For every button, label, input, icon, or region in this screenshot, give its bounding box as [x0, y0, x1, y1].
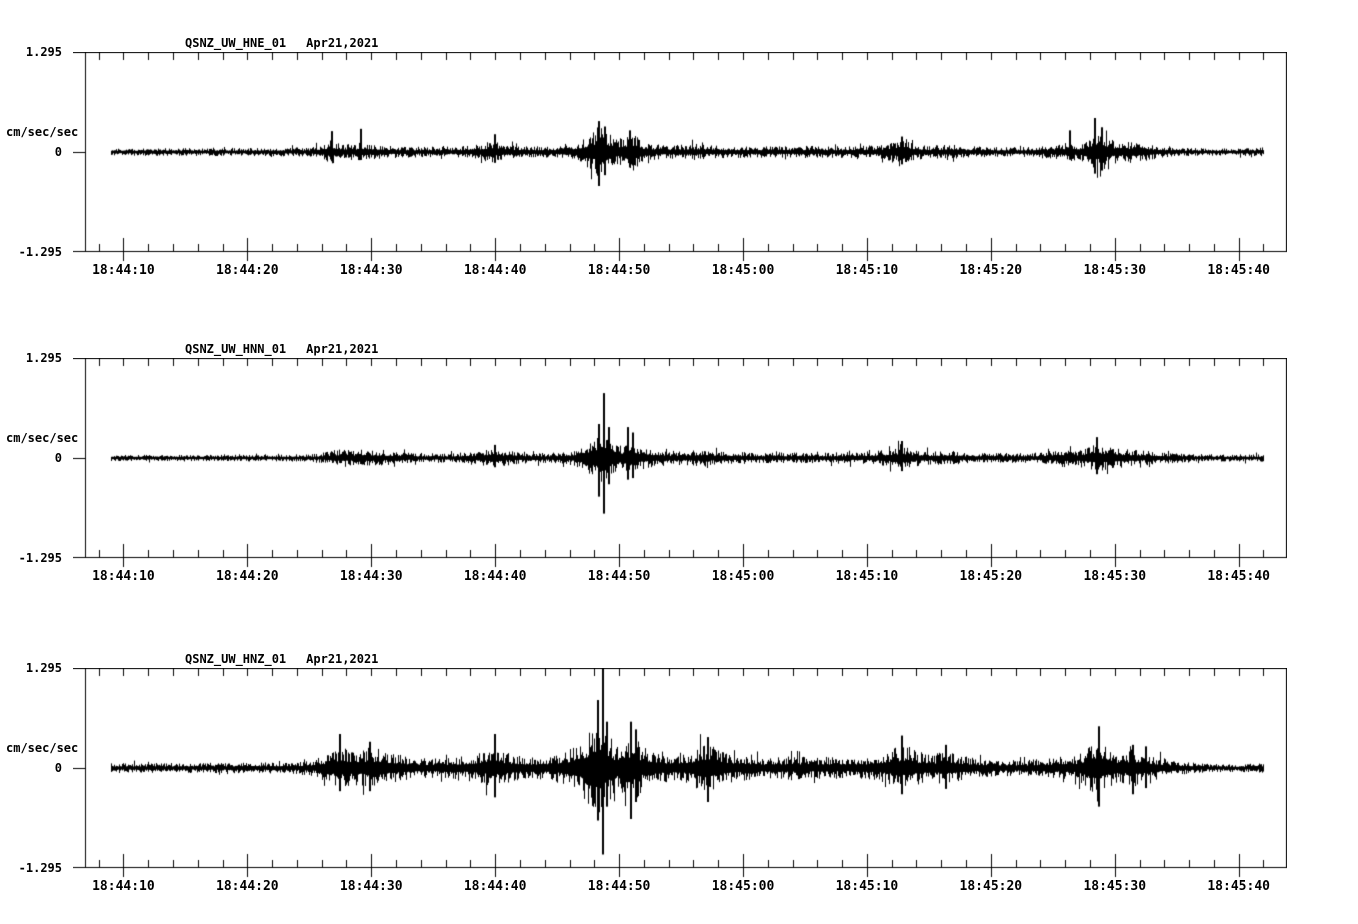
x-axis-labels: 18:44:10 18:44:20 18:44:30 18:44:40 18:44:50…	[0, 879, 1358, 897]
y-tick-label-zero: 0	[54, 145, 62, 159]
waveform-plot-hne	[73, 52, 1287, 264]
x-tick-label: 18:45:10	[835, 879, 899, 894]
x-axis-labels: 18:44:10 18:44:20 18:44:30 18:44:40 18:44:50…	[0, 263, 1358, 281]
x-tick-label: 18:45:40	[1207, 263, 1270, 278]
y-tick-label-max: 1.295	[25, 45, 62, 59]
x-tick-label: 18:45:20	[959, 879, 1023, 894]
y-axis-units-label: cm/sec/sec	[6, 125, 79, 139]
y-axis-units-label: cm/sec/sec	[6, 431, 79, 445]
x-tick-label: 18:45:10	[835, 569, 899, 584]
station-channel-label: QSNZ_UW_HNN_01	[185, 342, 287, 356]
x-tick-label: 18:44:50	[587, 879, 651, 894]
x-tick-label: 18:45:20	[959, 569, 1023, 584]
seismogram-panel-hnn: QSNZ_UW_HNN_01 Apr21,2021 1.295 cm/sec/se…	[0, 334, 1358, 584]
x-tick-label: 18:45:00	[711, 263, 775, 278]
x-tick-label: 18:45:00	[711, 569, 775, 584]
x-tick-label: 18:44:10	[92, 879, 155, 894]
waveform-plot-hnz	[73, 668, 1287, 880]
waveform-plot-hnn	[73, 358, 1287, 570]
x-tick-label: 18:44:30	[339, 879, 403, 894]
y-axis-units-label: cm/sec/sec	[6, 741, 79, 755]
x-tick-label: 18:44:30	[339, 263, 403, 278]
x-tick-label: 18:44:40	[463, 569, 527, 584]
station-channel-label: QSNZ_UW_HNE_01	[185, 36, 287, 50]
x-tick-label: 18:44:40	[463, 879, 527, 894]
x-tick-label: 18:45:00	[711, 879, 775, 894]
x-tick-label: 18:44:50	[587, 569, 651, 584]
date-label: Apr21,2021	[306, 36, 379, 50]
x-tick-label: 18:45:40	[1207, 879, 1270, 894]
y-tick-label-max: 1.295	[25, 351, 62, 365]
panel-title: QSNZ_UW_HNE_01 Apr21,2021	[185, 36, 378, 50]
y-tick-label-min: -1.295	[18, 245, 62, 259]
date-label: Apr21,2021	[306, 652, 379, 666]
y-tick-label-min: -1.295	[18, 861, 62, 875]
station-channel-label: QSNZ_UW_HNZ_01	[185, 652, 287, 666]
seismogram-panel-hnz: QSNZ_UW_HNZ_01 Apr21,2021 1.295 cm/sec/se…	[0, 644, 1358, 894]
x-tick-label: 18:44:50	[587, 263, 651, 278]
x-tick-label: 18:44:20	[216, 879, 279, 894]
x-axis-labels: 18:44:10 18:44:20 18:44:30 18:44:40 18:44:50…	[0, 569, 1358, 587]
y-tick-label-min: -1.295	[18, 551, 62, 565]
x-tick-label: 18:44:20	[216, 569, 279, 584]
y-tick-label-zero: 0	[54, 761, 62, 775]
x-tick-label: 18:45:40	[1207, 569, 1270, 584]
x-tick-label: 18:45:30	[1083, 263, 1147, 278]
x-tick-label: 18:44:10	[92, 263, 155, 278]
x-tick-label: 18:45:30	[1083, 879, 1147, 894]
seismogram-panel-hne: QSNZ_UW_HNE_01 Apr21,2021 1.295 cm/sec/se…	[0, 28, 1358, 278]
panel-title: QSNZ_UW_HNN_01 Apr21,2021	[185, 342, 378, 356]
x-tick-label: 18:44:10	[92, 569, 155, 584]
y-tick-label-zero: 0	[54, 451, 62, 465]
x-tick-label: 18:45:10	[835, 263, 899, 278]
x-tick-label: 18:45:30	[1083, 569, 1147, 584]
x-tick-label: 18:45:20	[959, 263, 1023, 278]
x-tick-label: 18:44:20	[216, 263, 279, 278]
x-tick-label: 18:44:30	[339, 569, 403, 584]
date-label: Apr21,2021	[306, 342, 379, 356]
y-tick-label-max: 1.295	[25, 661, 62, 675]
x-tick-label: 18:44:40	[463, 263, 527, 278]
panel-title: QSNZ_UW_HNZ_01 Apr21,2021	[185, 652, 378, 666]
